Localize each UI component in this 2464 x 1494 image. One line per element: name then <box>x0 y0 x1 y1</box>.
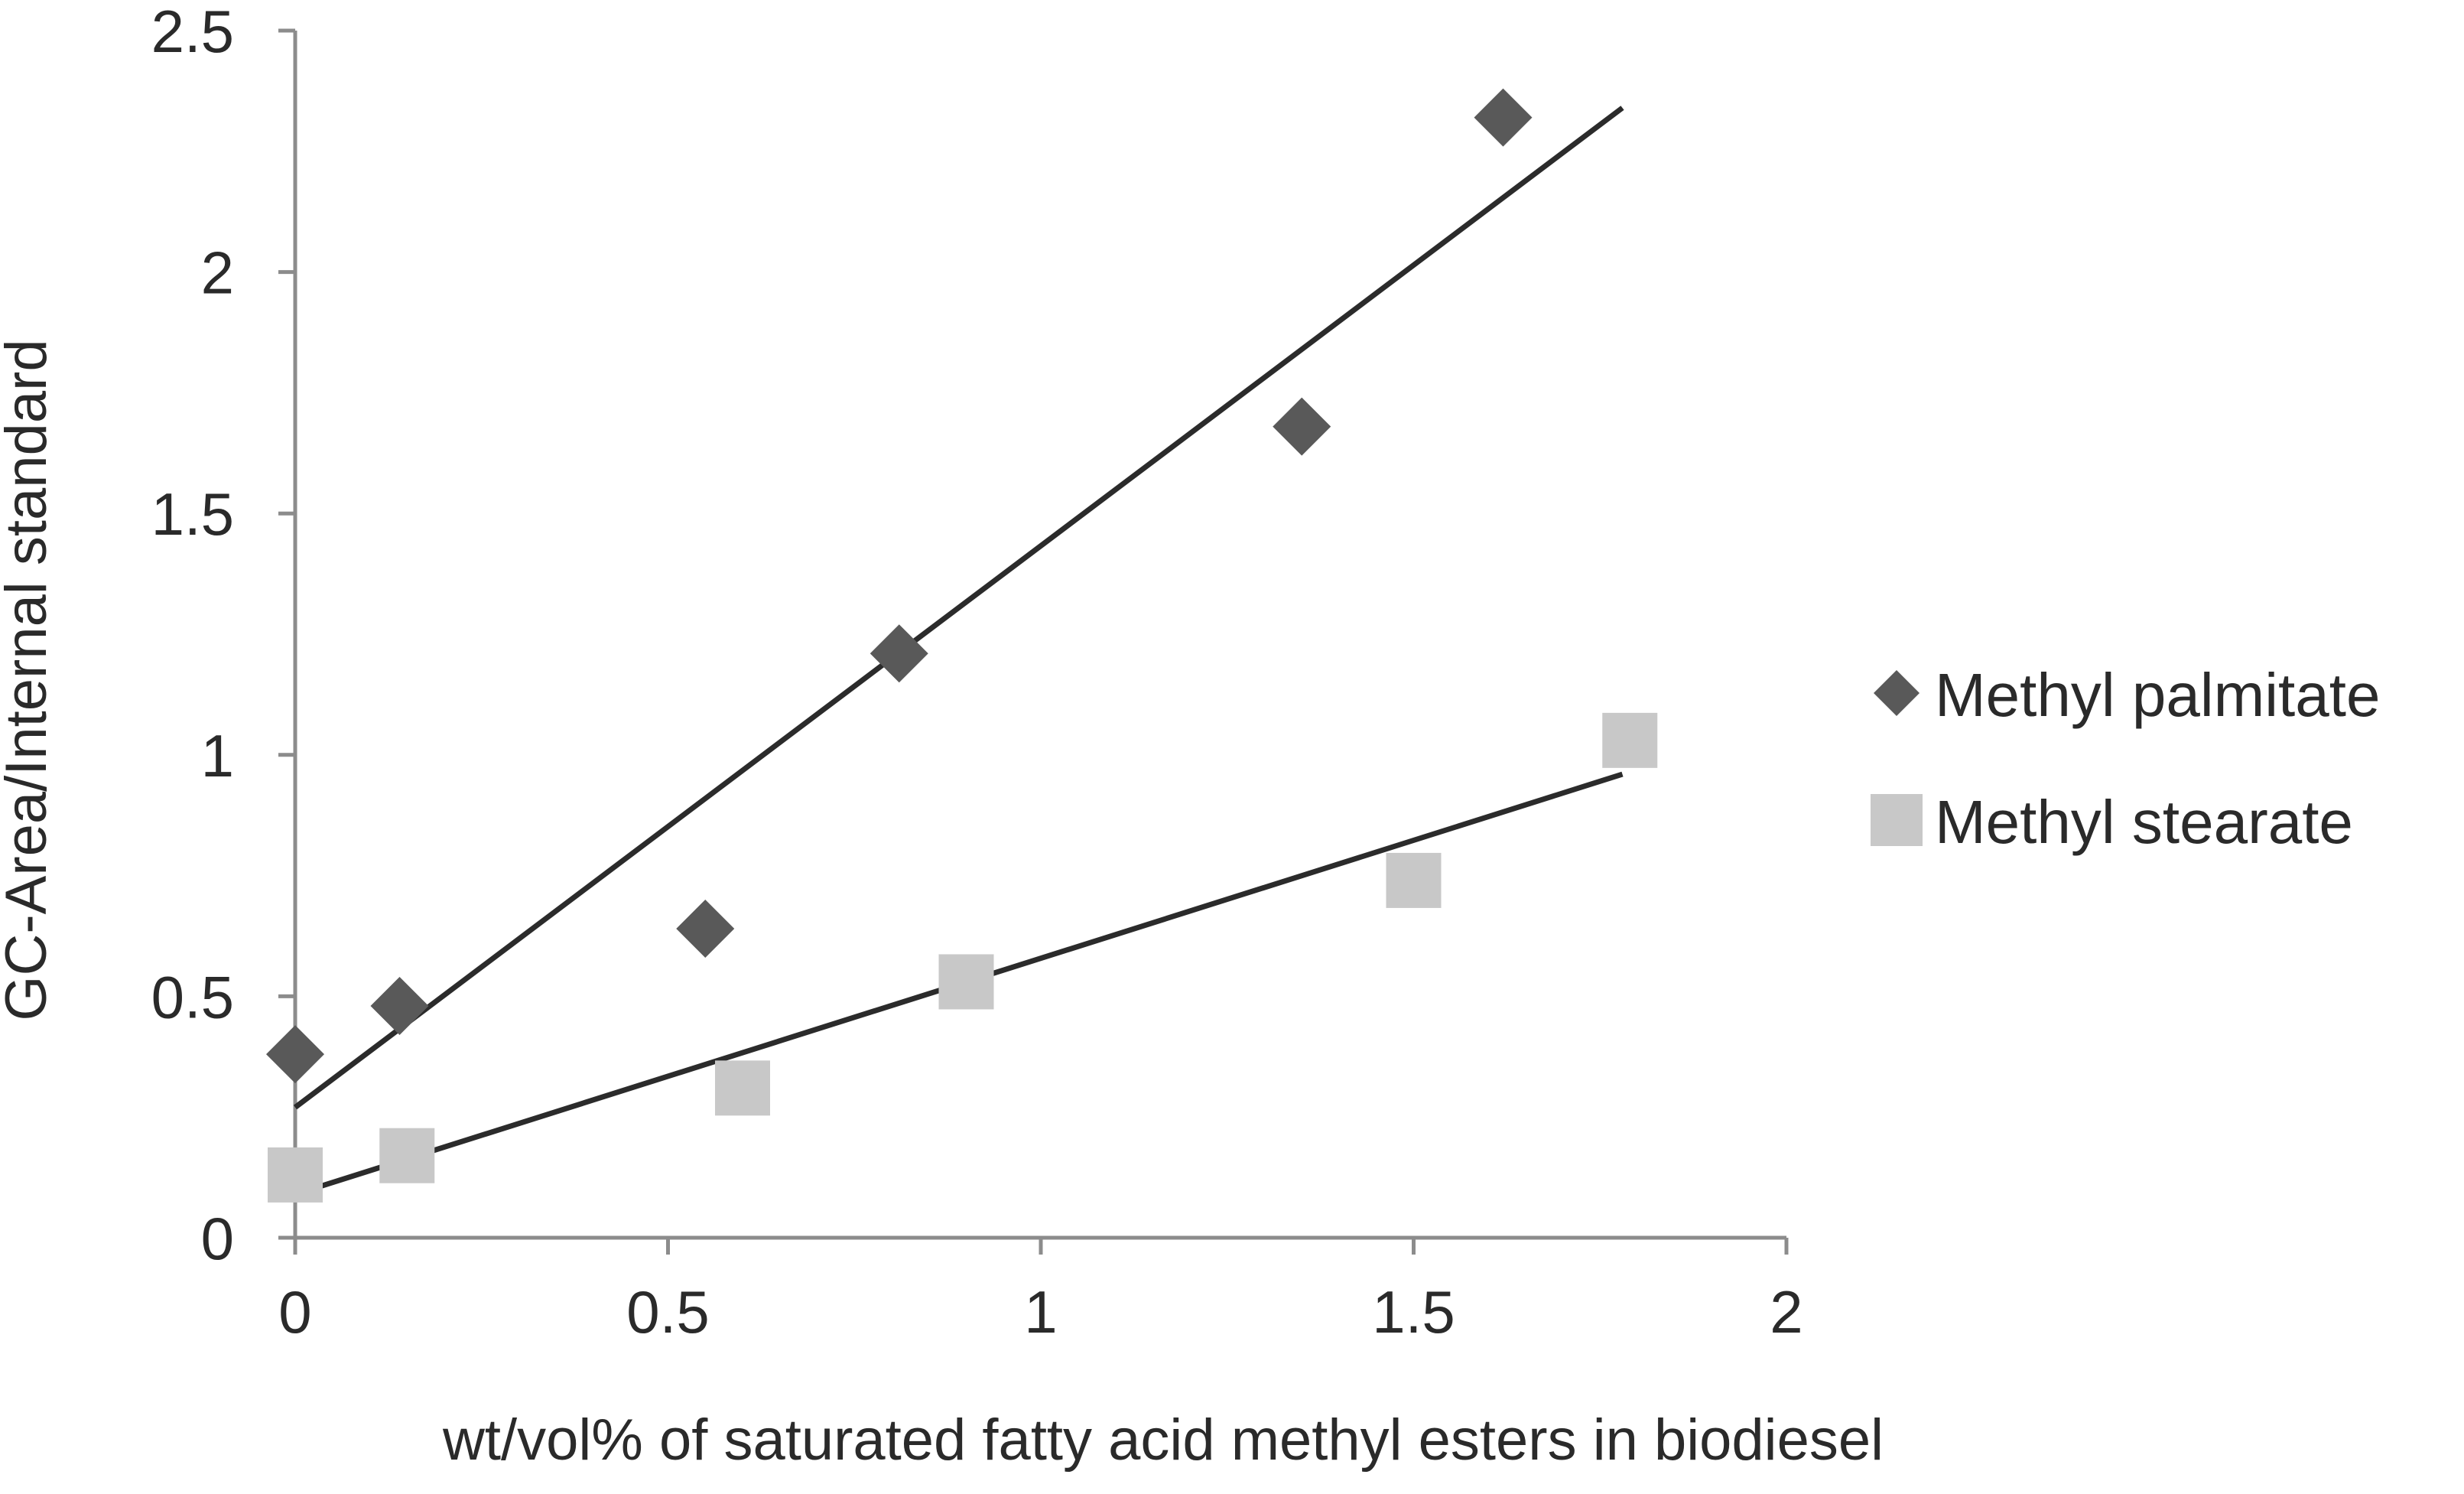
square-data-point <box>938 954 994 1010</box>
y-tick-label: 2 <box>201 239 234 307</box>
x-ticks: 0 0.5 1 1.5 2 <box>278 1238 1803 1346</box>
square-data-point <box>1386 852 1442 908</box>
square-data-point <box>715 1060 770 1116</box>
y-tick-label: 2.5 <box>151 0 234 65</box>
diamond-data-point <box>266 1025 324 1084</box>
y-tick-label: 0 <box>201 1205 234 1272</box>
diamond-data-point <box>1273 397 1331 456</box>
square-data-point <box>1602 712 1658 768</box>
axes: 0 0.5 1 1.5 2 0 0.5 1 1.5 2 2.5 <box>151 0 1803 1346</box>
x-tick-label: 0 <box>278 1278 311 1346</box>
square-data-point <box>379 1128 435 1183</box>
x-tick-label: 0.5 <box>626 1278 709 1346</box>
diamond-data-point <box>1474 88 1533 147</box>
y-tick-label: 1.5 <box>151 480 234 548</box>
y-tick-label: 1 <box>201 722 234 789</box>
y-ticks: 0 0.5 1 1.5 2 2.5 <box>151 0 295 1272</box>
trendline <box>293 106 1624 1110</box>
y-axis-title: GC-Area/Internal standard <box>0 339 59 1020</box>
x-axis-title: wt/vol% of saturated fatty acid methyl e… <box>442 1408 1884 1473</box>
diamond-data-point <box>370 977 429 1036</box>
legend-marker <box>1874 670 1920 716</box>
x-tick-label: 2 <box>1770 1278 1802 1346</box>
diamond-data-point <box>676 900 735 959</box>
x-tick-label: 1.5 <box>1372 1278 1455 1346</box>
y-tick-label: 0.5 <box>151 963 234 1030</box>
data-points <box>266 88 1658 1203</box>
legend-marker <box>1871 794 1923 846</box>
legend-label: Methyl palmitate <box>1935 661 2380 729</box>
trendlines <box>293 106 1624 1197</box>
diamond-data-point <box>870 624 928 683</box>
legend-label: Methyl stearate <box>1935 788 2353 856</box>
square-data-point <box>268 1147 323 1203</box>
legend: Methyl palmitate Methyl stearate <box>1871 661 2380 856</box>
x-tick-label: 1 <box>1024 1278 1057 1346</box>
